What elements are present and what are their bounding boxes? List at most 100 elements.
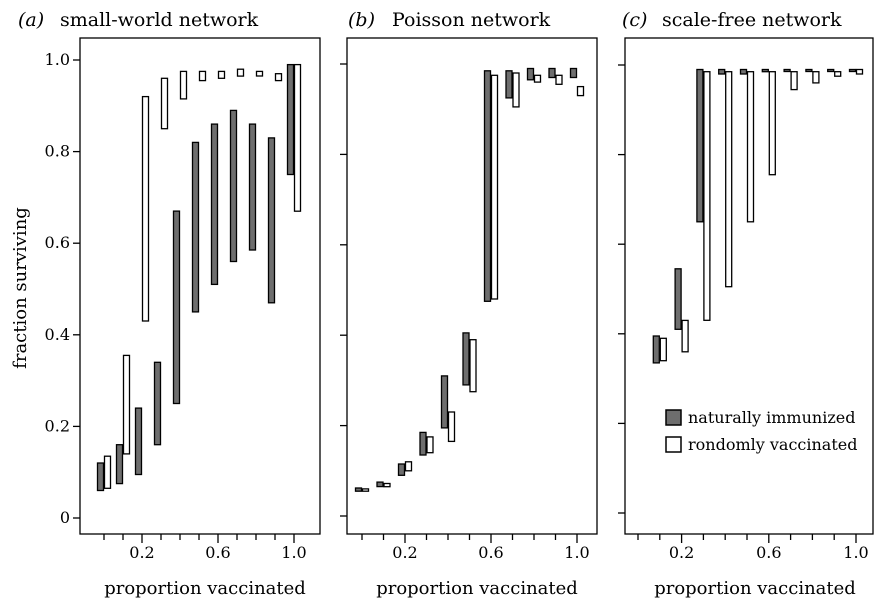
panel-c-bars bbox=[652, 68, 864, 364]
panel-a-bar-random-1 bbox=[293, 63, 302, 212]
panel-a-bar-natural-0-9 bbox=[267, 137, 276, 304]
panel-b: (b) Poisson network 0.2 0.6 1.0 proportion… bbox=[340, 9, 598, 599]
panel-a-xtick-label-1: 1.0 bbox=[281, 543, 306, 562]
panel-a-x-ticks: 0.2 0.6 1.0 bbox=[103, 534, 307, 562]
panel-a-bar-natural-0-3 bbox=[153, 361, 162, 446]
panel-c-bar-random-1 bbox=[855, 68, 864, 75]
panel-a-bar-random-0-2 bbox=[141, 95, 150, 322]
panel-a-bar-natural-0-5 bbox=[191, 141, 200, 313]
panel-a-title: small-world network bbox=[60, 9, 259, 31]
panel-a-bar-random-0-3 bbox=[160, 77, 169, 130]
panel-a-bar-random-0-4 bbox=[179, 70, 188, 100]
legend: naturally immunized rondomly vaccinated bbox=[665, 408, 857, 454]
panel-b-bar-natural-0 bbox=[354, 487, 363, 492]
panel-b-xtick-label-0-2: 0.2 bbox=[392, 543, 417, 562]
panel-b-bar-natural-0-1 bbox=[376, 481, 384, 488]
panel-b-frame bbox=[346, 37, 598, 535]
panel-c-bar-natural-0-7 bbox=[783, 68, 791, 73]
panel-a-ytick-label-0-6: 0.6 bbox=[45, 233, 70, 252]
panel-b-x-ticks: 0.2 0.6 1.0 bbox=[361, 534, 590, 562]
panel-b-bar-natural-0-2 bbox=[397, 463, 406, 476]
panel-c-xtick-label-1: 1.0 bbox=[843, 543, 868, 562]
panel-a-bar-random-0-7 bbox=[236, 68, 245, 77]
panel-c-bar-natural-0-4 bbox=[718, 68, 726, 75]
panel-a-bar-natural-0-2 bbox=[134, 407, 143, 476]
panel-c-bar-random-0-4 bbox=[725, 71, 733, 288]
panel-c-frame bbox=[624, 37, 874, 535]
panel-a-xlabel: proportion vaccinated bbox=[104, 578, 306, 599]
panel-b-bar-random-0 bbox=[361, 488, 370, 492]
panel-c-bar-natural-0-5 bbox=[739, 68, 748, 75]
panel-a-xtick-label-0-2: 0.2 bbox=[129, 543, 154, 562]
panel-a-xtick-label-0-6: 0.6 bbox=[205, 543, 230, 562]
panel-c-bar-random-0-5 bbox=[746, 71, 755, 223]
panel-c-bar-random-0-6 bbox=[768, 71, 776, 176]
panel-b-bar-random-0-8 bbox=[533, 74, 542, 83]
panel-b-title: Poisson network bbox=[392, 9, 551, 31]
panel-b-bar-natural-0-7 bbox=[505, 70, 513, 99]
panel-c-bar-random-0-8 bbox=[812, 71, 820, 84]
panel-b-bar-natural-1 bbox=[569, 67, 578, 79]
panel-a-bar-random-0-8 bbox=[255, 70, 264, 77]
panel-a-bar-random-0-6 bbox=[217, 70, 226, 79]
panel-c-bar-natural-0-6 bbox=[761, 68, 769, 73]
panel-c-bar-natural-0-8 bbox=[805, 68, 813, 73]
panel-c-bar-random-0-9 bbox=[834, 71, 842, 77]
panel-a-ytick-label-0-8: 0.8 bbox=[45, 142, 70, 161]
panel-a-bar-random-0-1 bbox=[122, 354, 131, 455]
panel-a-ytick-label-1: 1.0 bbox=[45, 50, 70, 69]
panel-a-bars bbox=[96, 63, 302, 492]
panel-c-bar-natural-0-3 bbox=[696, 68, 704, 223]
panel-a-bar-random-0-9 bbox=[274, 73, 283, 82]
panel-a-y-ticks: 0 0.2 0.4 0.6 0.8 1.0 bbox=[45, 50, 80, 527]
panel-a-bar-natural-1 bbox=[286, 63, 295, 176]
panel-a-ytick-label-0-2: 0.2 bbox=[45, 416, 70, 435]
legend-swatch-natural bbox=[665, 409, 682, 426]
panel-b-bar-random-0-6 bbox=[490, 74, 499, 300]
panel-b-xtick-label-1: 1.0 bbox=[564, 543, 589, 562]
panel-a-ylabel: fraction surviving bbox=[10, 207, 31, 369]
panel-a-bar-natural-0-8 bbox=[248, 123, 257, 251]
legend-swatch-random bbox=[665, 436, 682, 453]
panel-b-xlabel: proportion vaccinated bbox=[376, 578, 578, 599]
panel-c-bar-natural-0-9 bbox=[827, 68, 835, 73]
panel-b-y-ticks bbox=[340, 63, 347, 517]
panel-c-tag: (c) bbox=[622, 9, 647, 31]
panel-c-title: scale-free network bbox=[662, 9, 842, 31]
panel-b-bar-random-0-5 bbox=[469, 339, 477, 393]
panel-a-bar-natural-0-1 bbox=[115, 444, 124, 485]
panel-b-bar-random-0-3 bbox=[426, 436, 434, 454]
panel-a-bar-natural-0 bbox=[96, 462, 105, 492]
panel-b-xtick-label-0-6: 0.6 bbox=[478, 543, 503, 562]
panel-b-bar-natural-0-4 bbox=[440, 375, 449, 429]
panel-c-xtick-label-0-2: 0.2 bbox=[669, 543, 694, 562]
panel-a-ytick-label-0-4: 0.4 bbox=[45, 325, 70, 344]
panel-b-bar-natural-0-6 bbox=[483, 70, 492, 302]
panel-c-x-ticks: 0.2 0.6 1.0 bbox=[637, 534, 869, 562]
panel-b-bar-natural-0-3 bbox=[419, 431, 427, 456]
panel-b-bar-natural-0-9 bbox=[548, 67, 556, 79]
panel-c-bar-random-0-7 bbox=[790, 71, 798, 91]
panel-c-y-ticks bbox=[618, 64, 625, 514]
panel-b-bar-natural-0-5 bbox=[462, 332, 470, 386]
panel-a-tag: (a) bbox=[18, 9, 44, 31]
panel-c-bar-random-0-3 bbox=[703, 71, 711, 321]
panel-b-bar-random-0-9 bbox=[555, 74, 563, 85]
panel-c-bar-random-0-2 bbox=[681, 319, 689, 353]
panel-c-bar-natural-1 bbox=[848, 68, 857, 73]
panel-a: (a) small-world network 0 0.2 0.4 0.6 0.8 1.0… bbox=[10, 9, 321, 599]
panel-b-bar-random-0-4 bbox=[447, 411, 456, 443]
legend-label-natural: naturally immunized bbox=[688, 408, 855, 427]
panel-c-bar-natural-0-1 bbox=[652, 335, 660, 364]
panel-b-bar-random-0-1 bbox=[383, 482, 391, 488]
panel-b-bar-random-0-2 bbox=[404, 461, 413, 472]
panel-b-bars bbox=[354, 67, 585, 492]
panel-c: (c) scale-free network 0.2 0.6 1.0 proport… bbox=[618, 9, 874, 599]
panel-a-ytick-label-0: 0 bbox=[60, 508, 70, 527]
panel-a-bar-random-0-5 bbox=[198, 70, 207, 82]
panel-a-bar-natural-0-4 bbox=[172, 210, 181, 405]
panel-b-bar-natural-0-8 bbox=[526, 67, 535, 81]
panel-c-bar-natural-0-2 bbox=[674, 268, 682, 330]
panel-a-frame bbox=[79, 37, 321, 535]
